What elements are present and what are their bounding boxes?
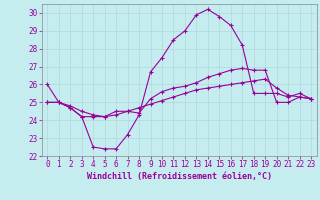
X-axis label: Windchill (Refroidissement éolien,°C): Windchill (Refroidissement éolien,°C) — [87, 172, 272, 181]
